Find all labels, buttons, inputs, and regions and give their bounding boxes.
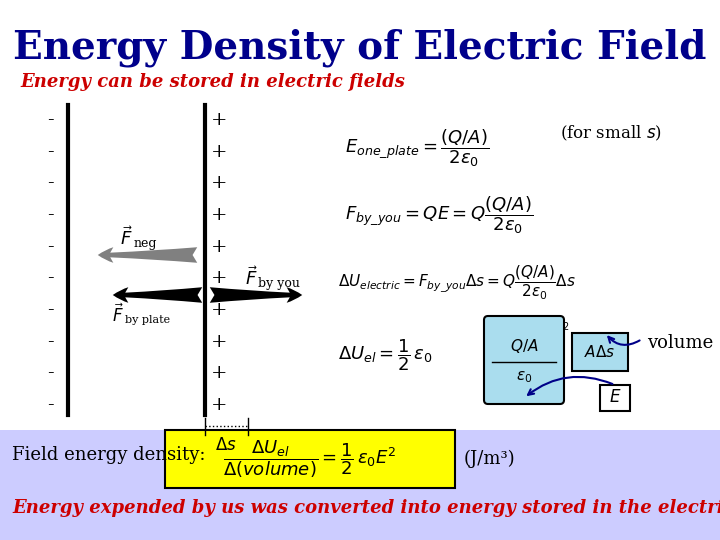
- Text: -: -: [47, 269, 53, 287]
- Text: -: -: [47, 206, 53, 224]
- Bar: [165, 430, 455, 488]
- Text: volume: volume: [647, 334, 714, 352]
- Text: $\Delta U_{el} = \dfrac{1}{2}\,\varepsilon_0$: $\Delta U_{el} = \dfrac{1}{2}\,\varepsil…: [338, 337, 433, 373]
- Text: -: -: [47, 333, 53, 350]
- Text: +: +: [211, 206, 228, 224]
- Text: +: +: [211, 301, 228, 319]
- Text: +: +: [211, 238, 228, 255]
- Text: $F_{by\_you} = QE = Q\dfrac{(Q/A)}{2\varepsilon_0}$: $F_{by\_you} = QE = Q\dfrac{(Q/A)}{2\var…: [345, 194, 534, 236]
- Bar: [572, 333, 628, 371]
- Text: +: +: [211, 364, 228, 382]
- Text: $\dfrac{\Delta U_{el}}{\Delta(volume)} = \dfrac{1}{2}\,\varepsilon_0 E^2$: $\dfrac{\Delta U_{el}}{\Delta(volume)} =…: [223, 438, 397, 480]
- Text: Field energy density:: Field energy density:: [12, 446, 205, 464]
- Bar: [600, 385, 630, 411]
- Text: $\vec{F}$: $\vec{F}$: [112, 304, 124, 326]
- Text: (for small $s$): (for small $s$): [560, 123, 662, 143]
- Text: $\vec{F}$: $\vec{F}$: [245, 267, 258, 289]
- Text: -: -: [47, 111, 53, 129]
- Text: $\vec{F}$: $\vec{F}$: [120, 227, 132, 249]
- Text: $Q/A$: $Q/A$: [510, 336, 539, 355]
- Text: +: +: [211, 396, 228, 414]
- Text: -: -: [47, 301, 53, 319]
- Text: by plate: by plate: [125, 315, 170, 325]
- Text: -: -: [47, 143, 53, 161]
- Text: +: +: [211, 143, 228, 161]
- Bar: [0, 430, 720, 540]
- Text: +: +: [211, 269, 228, 287]
- Text: -: -: [47, 174, 53, 192]
- Text: Energy Density of Electric Field: Energy Density of Electric Field: [13, 29, 707, 68]
- Text: by you: by you: [258, 276, 300, 289]
- Text: $\Delta s$: $\Delta s$: [215, 436, 237, 454]
- FancyBboxPatch shape: [484, 316, 564, 404]
- Text: (J/m³): (J/m³): [464, 450, 516, 468]
- Text: $\varepsilon_0$: $\varepsilon_0$: [516, 370, 532, 386]
- Text: -: -: [47, 238, 53, 255]
- Text: neg: neg: [134, 237, 158, 249]
- Text: +: +: [211, 174, 228, 192]
- Text: $^2$: $^2$: [562, 322, 570, 336]
- Text: -: -: [47, 396, 53, 414]
- Text: -: -: [47, 364, 53, 382]
- Text: $E_{one\_plate} = \dfrac{(Q/A)}{2\varepsilon_0}$: $E_{one\_plate} = \dfrac{(Q/A)}{2\vareps…: [345, 127, 489, 169]
- Text: +: +: [211, 333, 228, 350]
- Text: Energy expended by us was converted into energy stored in the electric field: Energy expended by us was converted into…: [12, 499, 720, 517]
- Text: $A\Delta s$: $A\Delta s$: [585, 344, 616, 360]
- Text: $\Delta U_{electric} = F_{by\_you}\Delta s = Q\dfrac{(Q/A)}{2\varepsilon_0}\Delt: $\Delta U_{electric} = F_{by\_you}\Delta…: [338, 264, 576, 302]
- Text: $E$: $E$: [609, 389, 621, 407]
- Text: Energy can be stored in electric fields: Energy can be stored in electric fields: [20, 73, 405, 91]
- Text: +: +: [211, 111, 228, 129]
